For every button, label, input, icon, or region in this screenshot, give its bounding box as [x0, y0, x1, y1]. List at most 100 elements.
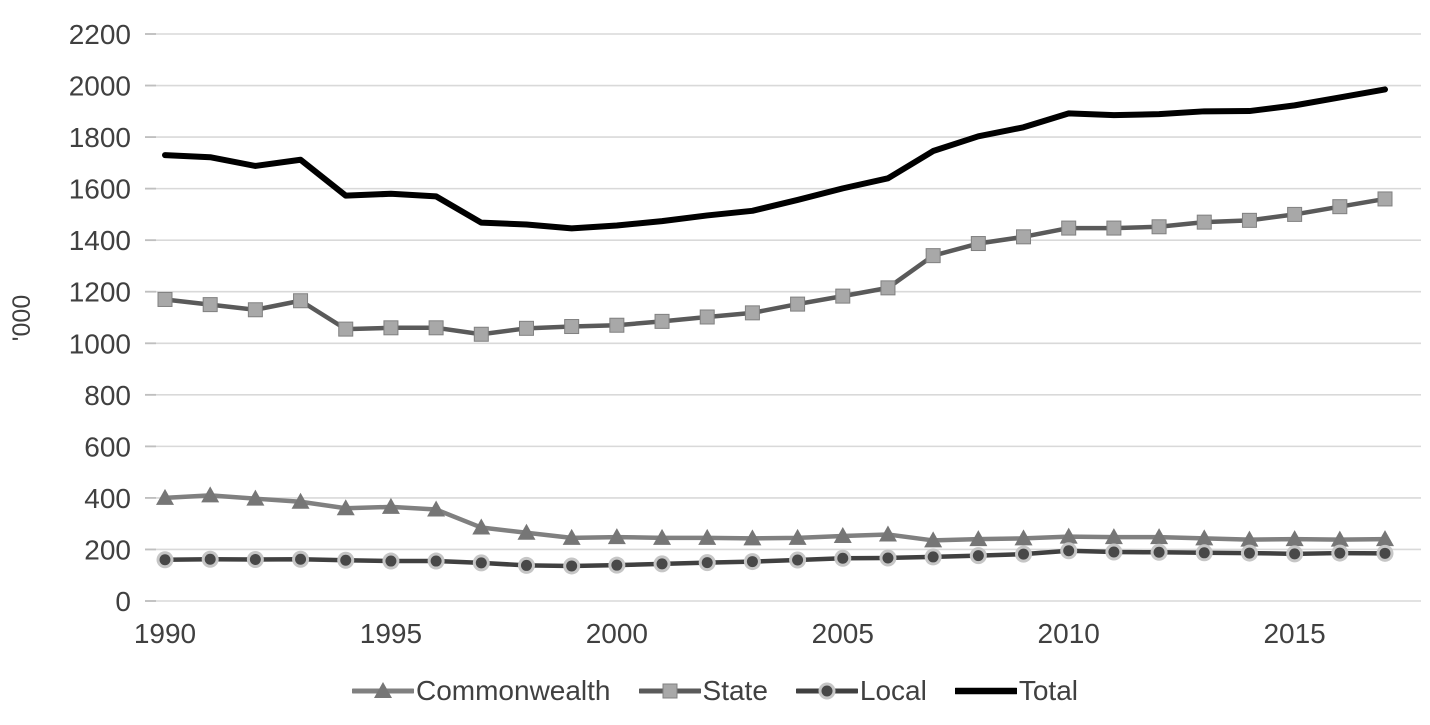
y-tick-label: 200 — [84, 534, 131, 565]
square-marker-icon — [428, 320, 444, 336]
series-local — [156, 542, 1394, 575]
triangle-marker-icon — [969, 530, 988, 547]
triangle-marker-icon — [1104, 528, 1123, 545]
triangle-marker-icon — [1240, 530, 1259, 547]
triangle-marker-icon — [472, 518, 491, 535]
series-total — [162, 86, 1388, 232]
x-tick-label: 1995 — [360, 618, 422, 649]
triangle-marker-icon — [1376, 530, 1394, 547]
circle-marker-icon — [1063, 545, 1075, 557]
triangle-marker-icon — [156, 488, 174, 505]
y-tick-label: 1200 — [69, 277, 131, 308]
circle-marker-icon — [385, 555, 397, 567]
circle-marker-icon — [611, 559, 623, 571]
square-marker-icon — [564, 319, 580, 335]
x-tick-label: 2015 — [1263, 618, 1325, 649]
series-line-local — [162, 548, 1388, 569]
square-marker-icon — [1377, 191, 1393, 207]
square-marker-icon — [202, 297, 218, 313]
square-marker-icon — [699, 309, 715, 325]
y-tick-label: 600 — [84, 431, 131, 462]
triangle-marker-icon — [653, 528, 672, 545]
legend-item-commonwealth: Commonwealth — [351, 675, 611, 707]
triangle-marker-icon — [562, 528, 581, 545]
square-marker-icon — [835, 288, 851, 304]
y-tick-label: 2200 — [69, 19, 131, 50]
triangle-marker-icon — [517, 523, 536, 540]
circle-marker-icon — [882, 552, 894, 564]
legend-commonwealth-sample-icon — [351, 682, 414, 698]
triangle-marker-icon — [1059, 527, 1078, 544]
circle-marker-icon — [701, 557, 713, 569]
plot-area: 0 200 400 600 800 1000 1200 1400 1600 1800 2000 220… — [8, 19, 1421, 649]
circle-marker-icon — [1379, 547, 1391, 559]
circle-marker-icon — [566, 560, 578, 572]
square-marker-icon — [247, 302, 263, 318]
y-tick-label: 1400 — [69, 225, 131, 256]
x-axis-tick-labels: 1990 1995 2000 2005 2010 2015 — [134, 618, 1326, 649]
y-tick-label: 0 — [115, 586, 131, 617]
series-line-total — [162, 86, 1388, 232]
circle-marker-icon — [340, 554, 352, 566]
circle-marker-icon — [927, 551, 939, 563]
series-line-commonwealth — [162, 493, 1388, 543]
circle-marker-icon — [1198, 547, 1210, 559]
circle-marker-icon — [792, 554, 804, 566]
legend-state-sample-icon — [638, 683, 701, 699]
square-marker-icon — [744, 305, 760, 321]
triangle-marker-icon — [743, 529, 762, 546]
y-tick-label: 400 — [84, 483, 131, 514]
y-tick-label: 2000 — [69, 71, 131, 102]
legend-label-state: State — [702, 675, 768, 706]
triangle-marker-icon — [1150, 528, 1169, 545]
y-tick-label: 1600 — [69, 174, 131, 205]
triangle-marker-icon — [1195, 529, 1214, 546]
circle-marker-icon — [295, 553, 307, 565]
legend-label-total: Total — [1018, 675, 1078, 706]
square-marker-icon — [1241, 212, 1257, 228]
circle-marker-icon — [1289, 548, 1301, 560]
y-tick-label: 1800 — [69, 122, 131, 153]
triangle-marker-icon — [788, 528, 807, 545]
square-marker-icon — [970, 236, 986, 252]
triangle-marker-icon — [607, 528, 626, 545]
square-marker-icon — [383, 320, 399, 336]
square-marker-icon — [1287, 206, 1303, 222]
circle-marker-icon — [249, 554, 261, 566]
circle-marker-icon — [520, 559, 532, 571]
circle-marker-icon — [1018, 548, 1030, 560]
legend-total-sample-icon — [954, 687, 1017, 695]
series-commonwealth — [156, 486, 1394, 548]
circle-marker-icon — [746, 556, 758, 568]
square-marker-icon — [157, 291, 173, 307]
square-marker-icon — [1332, 199, 1348, 215]
triangle-marker-icon — [924, 531, 943, 548]
circle-marker-icon — [1108, 546, 1120, 558]
legend-item-state: State — [638, 675, 768, 707]
triangle-marker-icon — [291, 492, 310, 509]
gridlines — [145, 33, 1421, 602]
square-marker-icon — [1196, 214, 1212, 230]
y-axis-title: '000 — [8, 295, 36, 341]
x-tick-label: 2005 — [812, 618, 874, 649]
y-tick-label: 800 — [84, 380, 131, 411]
circle-marker-icon — [430, 555, 442, 567]
legend-label-commonwealth: Commonwealth — [415, 675, 611, 706]
triangle-marker-icon — [1014, 529, 1033, 546]
series-line-state — [162, 196, 1388, 337]
triangle-marker-icon — [1330, 530, 1349, 547]
triangle-marker-icon — [698, 528, 717, 545]
square-marker-icon — [1106, 220, 1122, 236]
square-marker-icon — [654, 313, 670, 329]
circle-marker-icon — [656, 558, 668, 570]
y-tick-label: 1000 — [69, 328, 131, 359]
square-marker-icon — [609, 317, 625, 333]
square-marker-icon — [1151, 219, 1167, 235]
triangle-marker-icon — [1285, 530, 1304, 547]
chart-legend: Commonwealth State Local Total — [0, 660, 1430, 722]
triangle-marker-icon — [336, 499, 355, 516]
square-marker-icon — [880, 280, 896, 296]
square-marker-icon — [1061, 220, 1077, 236]
triangle-marker-icon — [381, 497, 400, 514]
